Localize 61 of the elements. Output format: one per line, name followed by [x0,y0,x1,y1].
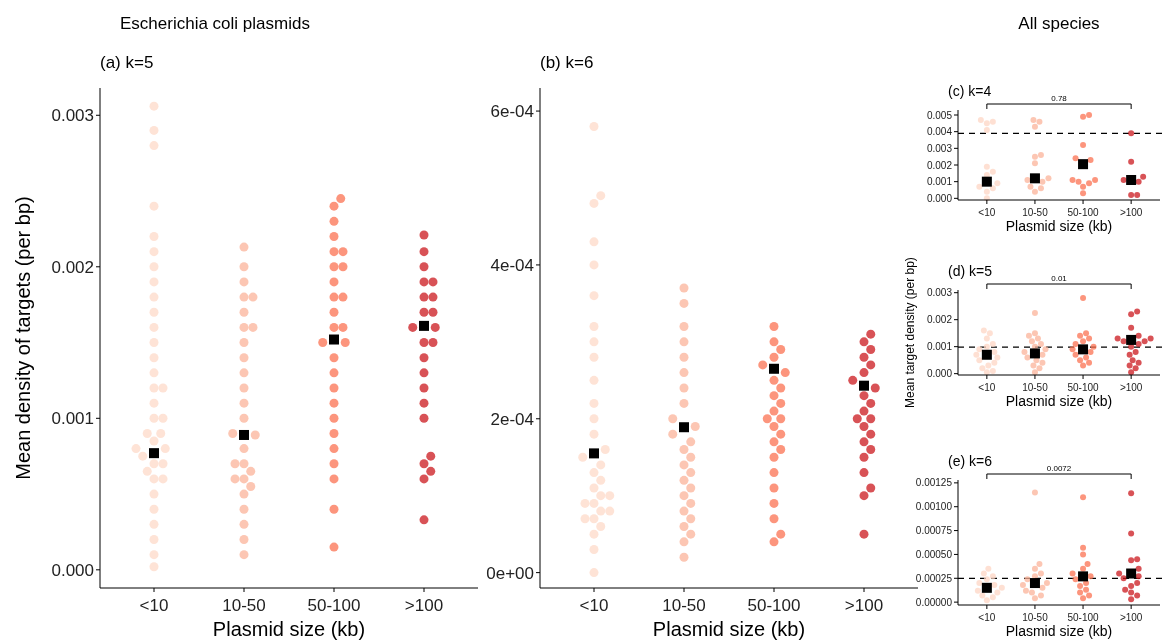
chart-subtitle: (a) k=5 [100,53,154,72]
y-tick-label: 0.001 [926,341,953,353]
x-axis-title: Plasmid size (kb) [1005,218,1113,234]
x-tick-label: >100 [1119,382,1143,393]
x-tick-label: <10 [978,207,996,218]
x-tick-label: 10-50 [1022,612,1049,623]
x-tick-label: 50-100 [1067,207,1100,218]
y-tick-label: 4e-04 [490,255,534,275]
x-axis-title: Plasmid size (kb) [652,618,806,640]
x-tick-label: 10-50 [662,596,706,615]
y-tick-label: 0.000 [926,192,953,204]
y-tick-label: 0.004 [926,126,953,138]
x-axis-title: Plasmid size (kb) [212,618,366,640]
y-tick-label: 0.003 [51,106,94,126]
text: 0.01 [1051,274,1068,283]
y-tick-label: 0.002 [926,314,953,326]
x-axis-title: Plasmid size (kb) [1005,393,1113,409]
y-tick-label: 6e-04 [490,102,534,122]
y-tick-label: 0.00075 [915,525,953,537]
chart-subtitle: (b) k=6 [540,53,594,72]
x-tick-label: >100 [1119,207,1143,218]
chart-subtitle: (d) k=5 [948,263,993,279]
x-tick-label: 50-100 [747,596,801,615]
y-tick-label: 0.00100 [915,501,953,513]
y-tick-label: 0.002 [926,159,953,171]
x-tick-label: <10 [978,612,996,623]
x-tick-label: >100 [404,596,444,615]
y-tick-label: 0.003 [926,142,953,154]
y-tick-label: 0.003 [926,287,953,299]
y-tick-label: 2e-04 [490,409,534,429]
y-axis-title: Mean target density (per bp) [903,257,917,408]
text: 0.0072 [1046,464,1072,473]
y-tick-label: 0.00050 [915,548,953,560]
y-tick-label: 0.000 [926,368,953,380]
x-tick-label: 50-100 [1067,612,1100,623]
x-tick-label: >100 [1119,612,1143,623]
y-tick-label: 0.001 [51,409,94,429]
x-tick-label: <10 [978,382,996,393]
x-axis-title: Plasmid size (kb) [1005,623,1113,639]
chart-subtitle: (e) k=6 [948,453,993,469]
y-axis-title: Mean density of targets (per bp) [12,196,34,480]
x-tick-label: 10-50 [1022,207,1049,218]
x-tick-label: >100 [844,596,884,615]
x-tick-label: 50-100 [307,596,361,615]
x-tick-label: <10 [579,596,609,615]
y-tick-label: 0.00025 [915,572,953,584]
x-tick-label: 10-50 [222,596,266,615]
y-tick-label: 0e+00 [486,563,534,583]
x-tick-label: <10 [139,596,169,615]
chart-subtitle: (c) k=4 [948,83,992,99]
y-tick-label: 0.000 [51,560,94,580]
chart-title: Escherichia coli plasmids [120,14,310,33]
text: 0.78 [1051,94,1068,103]
y-tick-label: 0.00000 [915,596,953,608]
y-tick-label: 0.001 [926,176,953,188]
y-tick-label: 0.00125 [915,477,953,489]
chart-title: All species [1018,14,1100,33]
x-tick-label: 10-50 [1022,382,1049,393]
x-tick-label: 50-100 [1067,382,1100,393]
y-tick-label: 0.002 [51,257,94,277]
y-tick-label: 0.005 [926,109,953,121]
